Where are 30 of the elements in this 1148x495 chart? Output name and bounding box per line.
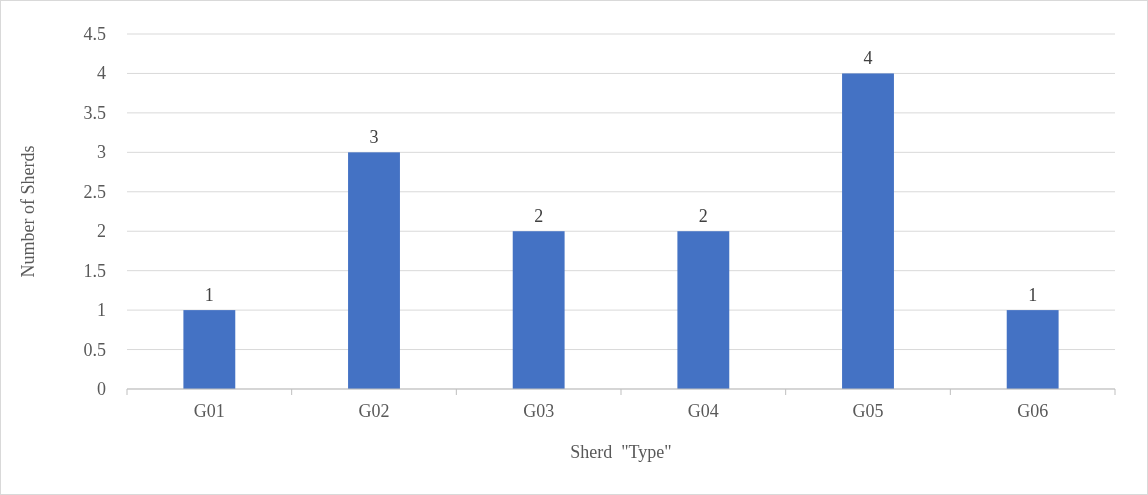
data-label: 3 bbox=[369, 127, 379, 148]
y-tick-label: 4 bbox=[97, 63, 106, 84]
bar bbox=[348, 152, 400, 389]
bar bbox=[1006, 310, 1059, 389]
y-tick-label: 3.5 bbox=[83, 102, 106, 123]
data-label: 2 bbox=[534, 206, 544, 227]
x-tick-label: G04 bbox=[687, 401, 719, 421]
y-tick-label: 2 bbox=[97, 221, 106, 242]
y-tick-label: 2.5 bbox=[83, 181, 106, 202]
y-tick-label: 4.5 bbox=[83, 24, 106, 44]
bar bbox=[512, 231, 565, 389]
data-label: 4 bbox=[863, 48, 873, 69]
y-tick-label: 1 bbox=[97, 300, 106, 321]
y-tick-label: 0 bbox=[97, 379, 106, 399]
x-tick-label: G01 bbox=[193, 401, 225, 421]
x-tick-label: G03 bbox=[523, 401, 555, 421]
bar bbox=[842, 73, 894, 389]
x-tick-label: G05 bbox=[852, 401, 884, 421]
y-tick-label: 1.5 bbox=[83, 260, 106, 281]
y-tick-label: 3 bbox=[97, 142, 106, 163]
y-axis-title: Number of Sherds bbox=[18, 145, 38, 278]
x-tick-label: G06 bbox=[1017, 401, 1049, 421]
bar bbox=[183, 310, 236, 389]
data-label: 1 bbox=[1028, 285, 1038, 306]
bar bbox=[677, 231, 730, 389]
x-axis-title: Sherd "Type" bbox=[570, 442, 672, 462]
data-label: 2 bbox=[698, 206, 708, 227]
y-tick-label: 0.5 bbox=[83, 339, 106, 360]
data-label: 1 bbox=[204, 285, 214, 306]
x-tick-label: G02 bbox=[358, 401, 390, 421]
